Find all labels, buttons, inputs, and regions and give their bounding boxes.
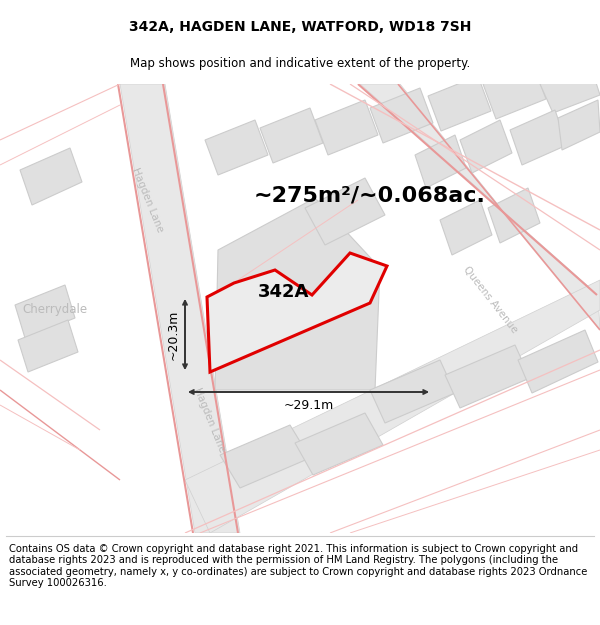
- Polygon shape: [440, 200, 492, 255]
- Polygon shape: [305, 178, 385, 245]
- Polygon shape: [295, 413, 383, 475]
- Text: Map shows position and indicative extent of the property.: Map shows position and indicative extent…: [130, 57, 470, 70]
- Text: Hagden Lane: Hagden Lane: [130, 166, 166, 234]
- Polygon shape: [445, 345, 530, 408]
- Polygon shape: [428, 76, 491, 131]
- Text: ~275m²/~0.068ac.: ~275m²/~0.068ac.: [254, 185, 486, 205]
- Polygon shape: [460, 120, 512, 173]
- Polygon shape: [510, 110, 567, 165]
- Polygon shape: [315, 100, 378, 155]
- Polygon shape: [558, 100, 600, 150]
- Polygon shape: [360, 84, 600, 330]
- Polygon shape: [220, 425, 310, 488]
- Polygon shape: [415, 135, 466, 188]
- Polygon shape: [205, 120, 268, 175]
- Text: 342A, HAGDEN LANE, WATFORD, WD18 7SH: 342A, HAGDEN LANE, WATFORD, WD18 7SH: [129, 20, 471, 34]
- Polygon shape: [260, 108, 323, 163]
- Text: Hagden Lane: Hagden Lane: [193, 386, 227, 454]
- Polygon shape: [370, 88, 433, 143]
- Polygon shape: [207, 253, 387, 372]
- Polygon shape: [488, 188, 540, 243]
- Polygon shape: [518, 330, 598, 393]
- Text: Contains OS data © Crown copyright and database right 2021. This information is : Contains OS data © Crown copyright and d…: [9, 544, 587, 588]
- Polygon shape: [15, 285, 75, 338]
- Text: ~29.1m: ~29.1m: [283, 399, 334, 412]
- Text: ~20.3m: ~20.3m: [167, 309, 180, 359]
- Polygon shape: [370, 360, 455, 423]
- Text: Cherrydale: Cherrydale: [22, 304, 88, 316]
- Polygon shape: [215, 198, 380, 390]
- Text: 342A: 342A: [257, 283, 309, 301]
- Polygon shape: [540, 64, 600, 113]
- Polygon shape: [483, 64, 546, 119]
- Polygon shape: [120, 84, 240, 533]
- Polygon shape: [20, 148, 82, 205]
- Polygon shape: [185, 280, 600, 533]
- Polygon shape: [18, 320, 78, 372]
- Text: Queens Avenue: Queens Avenue: [461, 265, 519, 335]
